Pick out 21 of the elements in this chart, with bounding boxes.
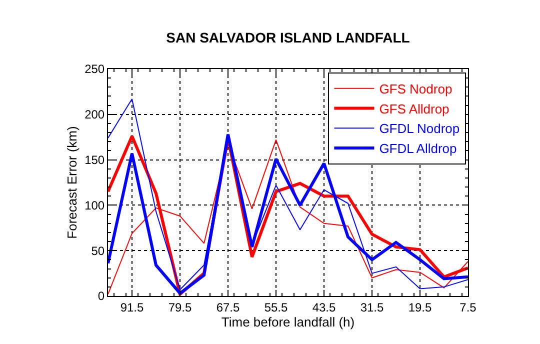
y-tick-label: 100 <box>84 198 105 212</box>
y-tick-label: 0 <box>98 289 105 304</box>
y-tick-label: 200 <box>84 108 105 122</box>
x-tick-label: 91.5 <box>120 300 144 314</box>
y-tick-label: 50 <box>91 244 105 258</box>
y-tick-label: 150 <box>84 153 105 167</box>
x-tick-label: 7.5 <box>460 300 477 314</box>
y-axis-title: Forecast Error (km) <box>64 126 80 239</box>
x-tick-label: 79.5 <box>168 300 192 314</box>
y-tick-label: 250 <box>84 62 105 76</box>
x-tick-label: 19.5 <box>408 300 432 314</box>
chart-title: SAN SALVADOR ISLAND LANDFALL <box>166 30 410 46</box>
x-tick-label: 43.5 <box>312 300 336 314</box>
x-tick-label: 55.5 <box>264 300 288 314</box>
legend-label: GFDL Nodrop <box>379 121 460 136</box>
legend-label: GFS Nodrop <box>379 81 452 96</box>
x-tick-label: 31.5 <box>360 300 384 314</box>
legend-label: GFDL Alldrop <box>379 141 457 156</box>
legend-label: GFS Alldrop <box>379 101 450 116</box>
x-tick-label: 67.5 <box>216 300 240 314</box>
x-axis-title: Time before landfall (h) <box>221 314 355 330</box>
